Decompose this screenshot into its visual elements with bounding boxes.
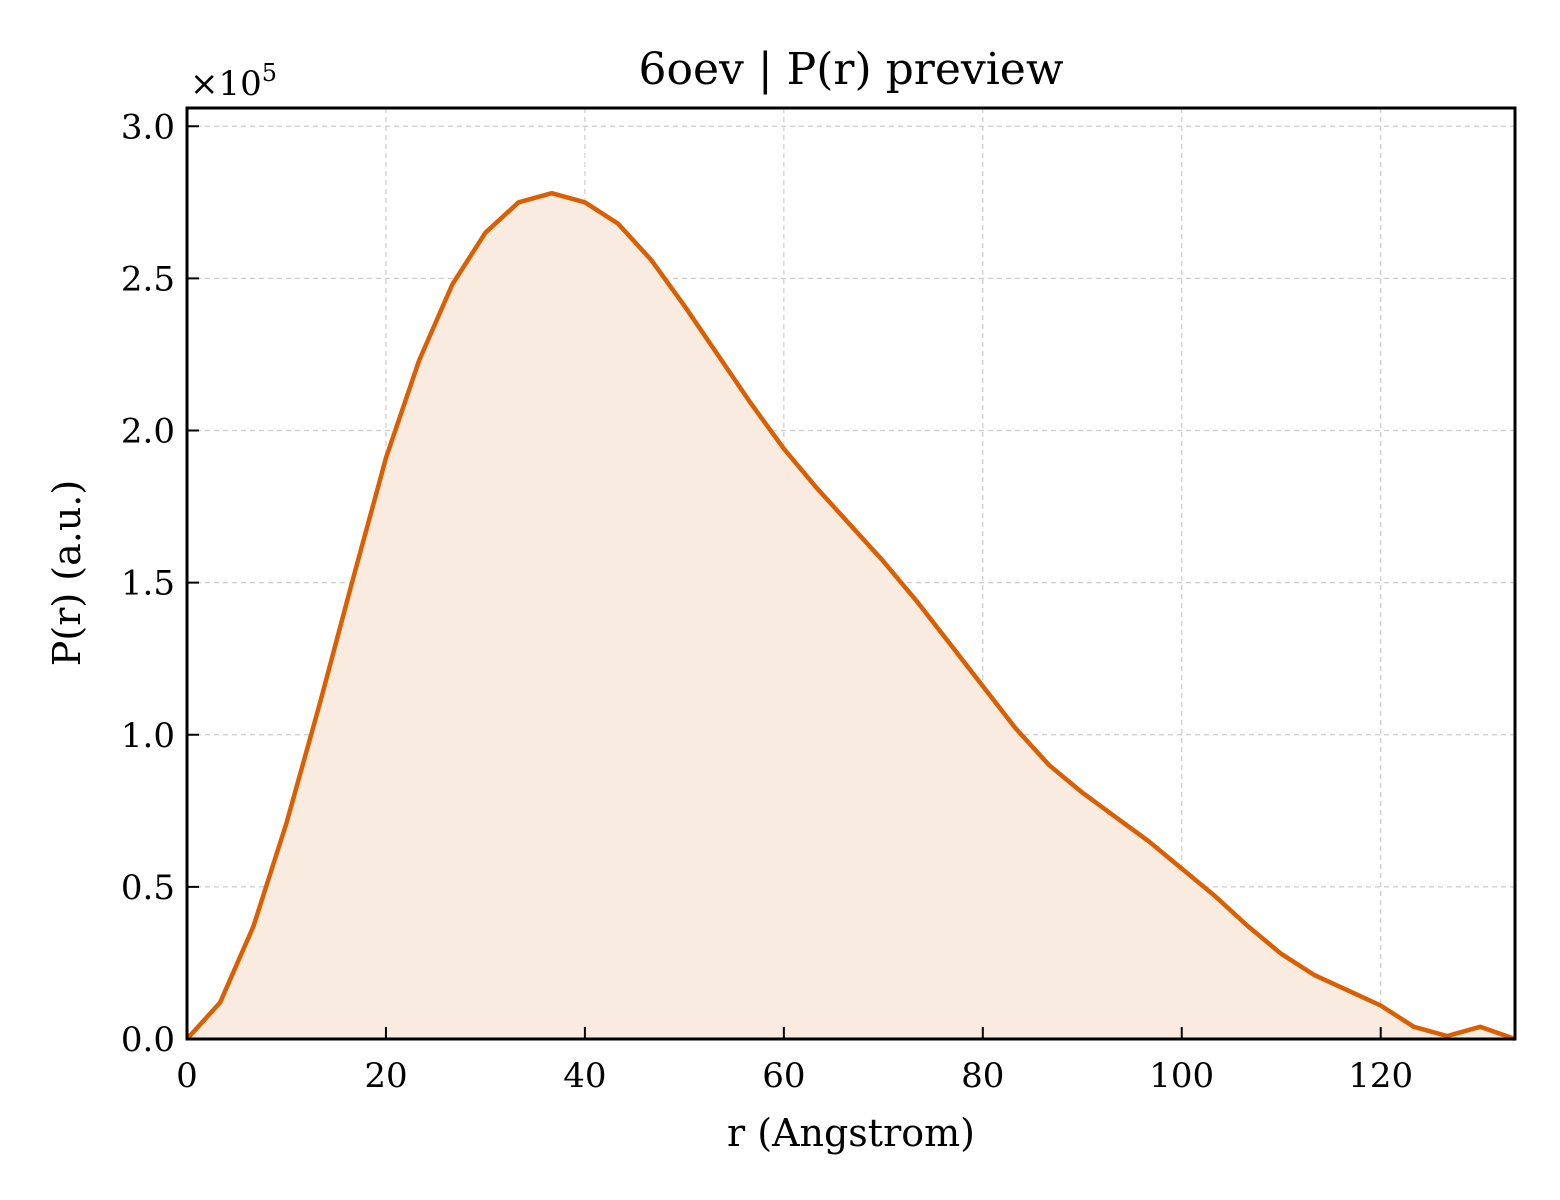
x-tick-label: 60 xyxy=(762,1056,805,1096)
plot-frame xyxy=(185,106,1517,1041)
y-axis-label: P(r) (a.u.) xyxy=(45,480,89,666)
y-tick-label: 1.0 xyxy=(121,716,175,756)
y-offset-label: ×105 xyxy=(190,59,277,104)
x-tick-label: 120 xyxy=(1348,1056,1413,1096)
y-offset-base: ×10 xyxy=(190,64,262,104)
x-axis-label: r (Angstrom) xyxy=(727,1111,975,1155)
y-tick-label: 0.0 xyxy=(121,1020,175,1060)
pr-area-fill xyxy=(187,193,1515,1039)
x-tick-label: 40 xyxy=(563,1056,606,1096)
y-offset-exponent: 5 xyxy=(262,59,277,87)
chart-title: 6oev | P(r) preview xyxy=(638,44,1063,95)
x-tick-label: 20 xyxy=(364,1056,407,1096)
ticks xyxy=(186,125,1382,1040)
y-tick-label: 0.5 xyxy=(121,868,175,908)
y-tick-label: 2.0 xyxy=(121,412,175,452)
pr-series-line xyxy=(185,190,1516,1042)
x-tick-label: 80 xyxy=(961,1056,1004,1096)
y-tick-label: 1.5 xyxy=(121,564,175,604)
y-tick-label: 3.0 xyxy=(121,107,175,147)
tick-labels: 0 20 40 60 80 100 120 0.0 0.5 1.0 1.5 2.0 2.5 3.0 xyxy=(121,107,1413,1096)
x-tick-label: 0 xyxy=(176,1056,198,1096)
y-tick-label: 2.5 xyxy=(121,259,175,299)
x-tick-label: 100 xyxy=(1149,1056,1214,1096)
